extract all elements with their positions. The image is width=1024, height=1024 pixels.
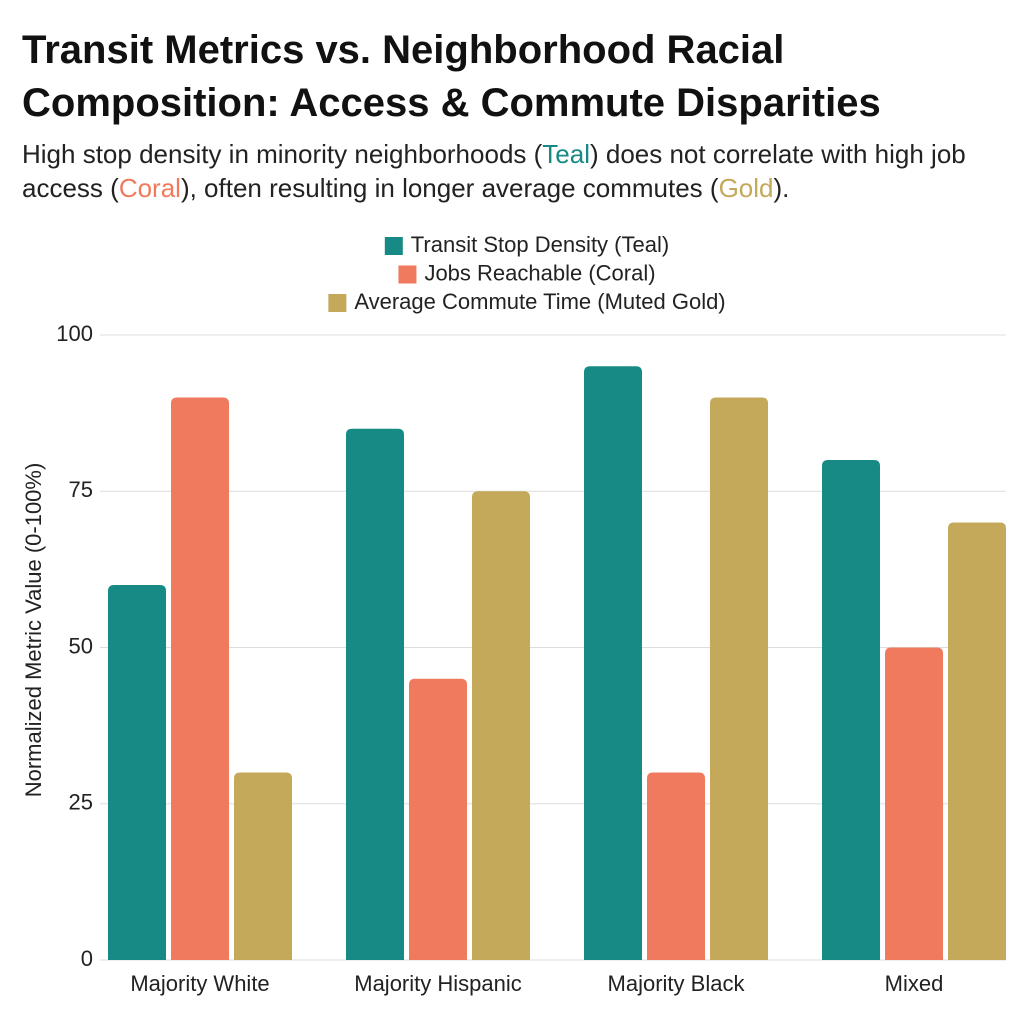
x-tick-label: Majority Hispanic xyxy=(354,971,522,996)
subtitle-segment: Coral xyxy=(118,173,181,203)
bar xyxy=(234,772,292,960)
legend-swatch xyxy=(384,237,403,255)
subtitle-segment: High stop density in minority neighborho… xyxy=(22,139,543,169)
subtitle-segment: ), often resulting in longer average com… xyxy=(180,173,719,203)
bar xyxy=(710,397,768,960)
subtitle-segment: Teal xyxy=(542,139,590,169)
legend-label: Transit Stop Density (Teal) xyxy=(411,232,669,257)
bar xyxy=(584,366,642,960)
subtitle-segment: ). xyxy=(773,173,790,203)
bar xyxy=(647,772,705,960)
y-tick-label: 75 xyxy=(69,477,93,502)
subtitle-segment: Gold xyxy=(718,173,774,203)
bar xyxy=(885,647,943,960)
y-tick-label: 0 xyxy=(81,946,93,971)
y-tick-label: 100 xyxy=(56,321,93,346)
bar xyxy=(948,522,1006,960)
bar xyxy=(346,428,404,960)
legend-swatch xyxy=(328,294,347,312)
x-tick-label: Majority Black xyxy=(608,971,746,996)
x-tick-label: Mixed xyxy=(885,971,944,996)
y-tick-label: 25 xyxy=(69,790,93,815)
chart-title: Transit Metrics vs. Neighborhood Racial … xyxy=(22,28,881,125)
bar xyxy=(409,678,467,960)
bar xyxy=(108,585,166,960)
legend-swatch xyxy=(398,265,417,284)
legend-label: Average Commute Time (Muted Gold) xyxy=(354,289,725,314)
x-tick-label: Majority White xyxy=(130,971,269,996)
chart-subtitle: High stop density in minority neighborho… xyxy=(22,137,1012,205)
bar xyxy=(171,397,229,960)
bar xyxy=(472,491,530,960)
subtitle-segment: ) does not correlate with high job acces… xyxy=(22,139,966,203)
bar xyxy=(822,460,880,960)
legend-label: Jobs Reachable (Coral) xyxy=(424,260,655,285)
y-tick-label: 50 xyxy=(69,633,93,658)
y-axis-label: Normalized Metric Value (0-100%) xyxy=(21,463,46,798)
